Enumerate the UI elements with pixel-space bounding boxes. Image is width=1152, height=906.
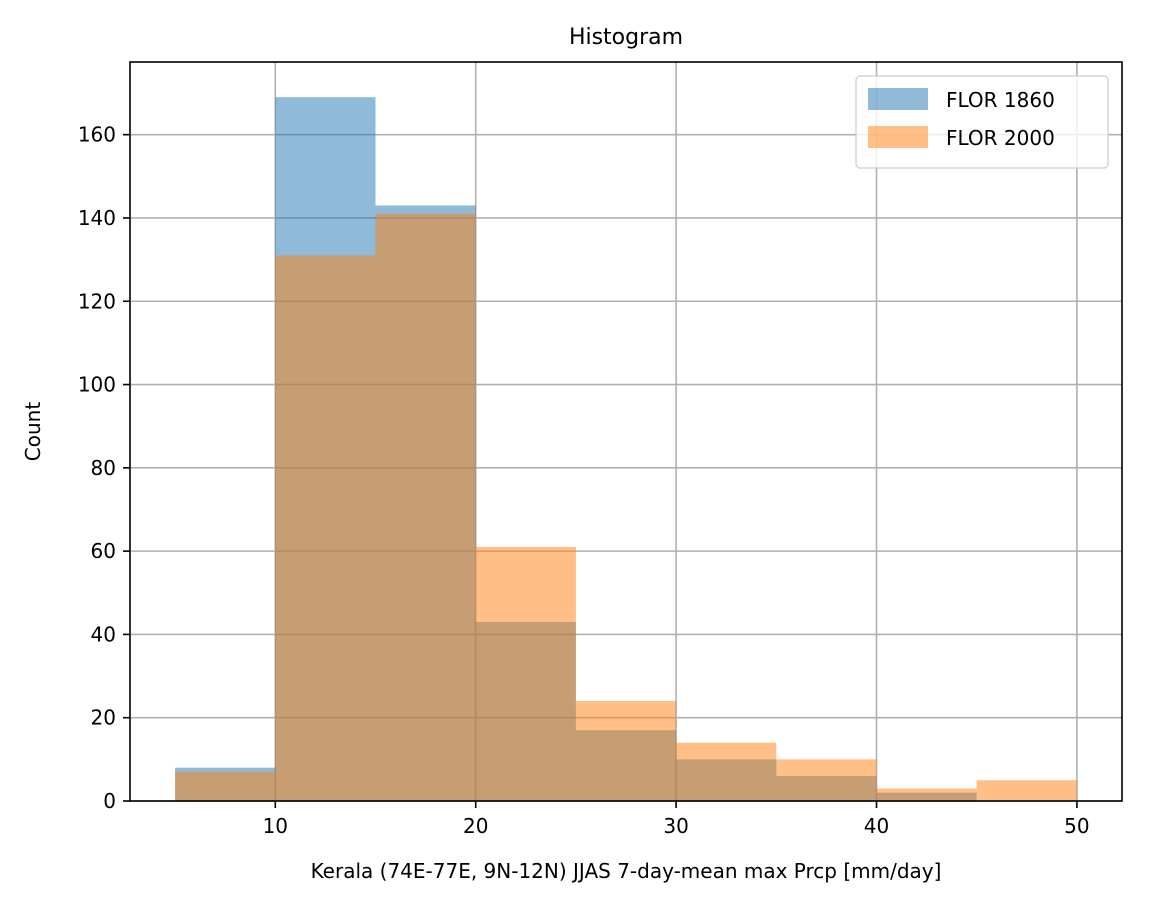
x-tick-label: 10: [263, 814, 288, 838]
legend-swatch-flor-2000: [868, 126, 928, 148]
histogram-bar-series-1: [275, 255, 376, 802]
y-tick-label: 80: [91, 456, 116, 480]
chart-legend: FLOR 1860 FLOR 2000: [855, 75, 1109, 169]
histogram-bar-series-1: [175, 771, 276, 801]
x-tick-label: 50: [1064, 814, 1089, 838]
x-axis-label: Kerala (74E-77E, 9N-12N) JJAS 7-day-mean…: [311, 859, 942, 883]
y-axis-ticks: 0 20 40 60 80 100 120 140 160: [78, 123, 130, 813]
histogram-bar-series-1: [776, 759, 877, 801]
histogram-bar-series-1: [676, 742, 777, 801]
x-tick-label: 20: [463, 814, 488, 838]
y-tick-label: 0: [103, 789, 116, 813]
histogram-bar-series-1: [876, 788, 977, 801]
legend-swatch-flor-1860: [868, 88, 928, 110]
histogram-bar-series-1: [475, 546, 576, 801]
y-tick-label: 100: [78, 373, 116, 397]
legend-label-flor-2000: FLOR 2000: [946, 126, 1055, 150]
y-tick-label: 40: [91, 622, 116, 646]
y-tick-label: 140: [78, 206, 116, 230]
histogram-bar-series-1: [976, 780, 1077, 801]
y-tick-label: 60: [91, 539, 116, 563]
y-tick-label: 120: [78, 289, 116, 313]
y-tick-label: 160: [78, 123, 116, 147]
histogram-bars: [175, 97, 1077, 802]
y-tick-label: 20: [91, 706, 116, 730]
plot-area-frame: [129, 61, 1123, 802]
x-tick-label: 40: [864, 814, 889, 838]
legend-label-flor-1860: FLOR 1860: [946, 88, 1055, 112]
y-axis-label: Count: [21, 402, 45, 462]
histogram-bar-series-1: [575, 701, 677, 801]
histogram-bar-series-1: [375, 213, 476, 801]
x-axis-ticks: 10 20 30 40 50: [263, 801, 1090, 838]
chart-title: Histogram: [569, 25, 683, 50]
x-tick-label: 30: [663, 814, 688, 838]
